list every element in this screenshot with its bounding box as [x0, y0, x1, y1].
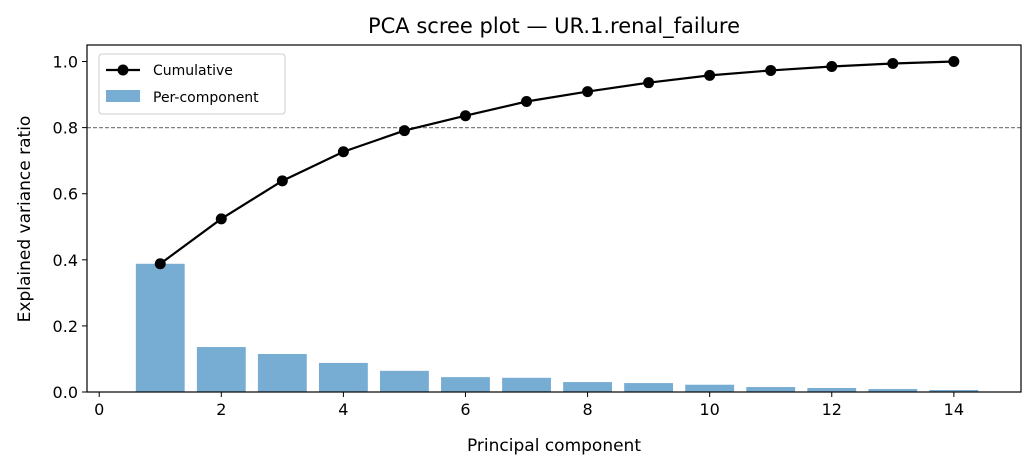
bar-pc12 — [807, 388, 857, 392]
x-tick-label-14: 14 — [944, 400, 964, 419]
x-tick-label-12: 12 — [822, 400, 842, 419]
cumulative-point-8 — [582, 86, 594, 98]
bar-pc3 — [257, 353, 307, 392]
y-tick-label-0.2: 0.2 — [53, 317, 78, 336]
plot-frame — [86, 44, 1022, 393]
cumulative-point-1 — [154, 258, 166, 270]
cumulative-point-14 — [948, 56, 960, 68]
bar-pc2 — [196, 347, 246, 392]
cumulative-point-6 — [459, 110, 471, 122]
chart-title: PCA scree plot — UR.1.renal_failure — [368, 14, 740, 39]
legend: Cumulative Per-component — [98, 53, 286, 115]
bar-pc13 — [868, 389, 918, 392]
bar-pc4 — [318, 362, 368, 392]
cumulative-point-7 — [521, 96, 533, 108]
y-tick-label-1.0: 1.0 — [53, 53, 78, 72]
x-axis-label: Principal component — [467, 436, 641, 456]
bar-pc11 — [746, 387, 796, 392]
bar-pc9 — [624, 383, 674, 392]
y-tick-label-0.0: 0.0 — [53, 383, 78, 402]
cumulative-point-9 — [643, 77, 655, 89]
y-tick-label-0.6: 0.6 — [53, 185, 78, 204]
x-tick-label-2: 2 — [216, 400, 226, 419]
x-tick-label-10: 10 — [699, 400, 719, 419]
cumulative-point-11 — [765, 64, 777, 76]
cumulative-point-4 — [337, 146, 349, 158]
bar-pc8 — [563, 382, 612, 392]
bar-pc7 — [502, 377, 551, 392]
y-tick-label-0.4: 0.4 — [53, 251, 78, 270]
x-tick-label-8: 8 — [582, 400, 592, 419]
cumulative-point-2 — [215, 213, 227, 225]
cumulative-point-10 — [704, 69, 716, 81]
legend-label-per-component: Per-component — [153, 90, 259, 106]
cumulative-point-13 — [887, 58, 899, 70]
y-tick-label-0.8: 0.8 — [53, 119, 78, 138]
legend-marker-cumulative — [117, 64, 129, 76]
legend-label-cumulative: Cumulative — [153, 63, 233, 79]
legend-swatch-per-component — [106, 90, 140, 102]
bar-pc6 — [441, 377, 490, 392]
bar-pc10 — [685, 384, 735, 392]
cumulative-point-3 — [276, 175, 288, 187]
bar-pc14 — [929, 390, 979, 392]
bar-pc5 — [380, 370, 429, 392]
cumulative-line — [159, 60, 954, 265]
x-tick-label-4: 4 — [338, 400, 348, 419]
y-axis-label: Explained variance ratio — [15, 116, 35, 323]
bar-pc1 — [135, 263, 185, 392]
x-tick-label-6: 6 — [460, 400, 470, 419]
x-tick-label-0: 0 — [94, 400, 104, 419]
cumulative-point-5 — [398, 125, 410, 137]
cumulative-point-12 — [826, 60, 838, 72]
